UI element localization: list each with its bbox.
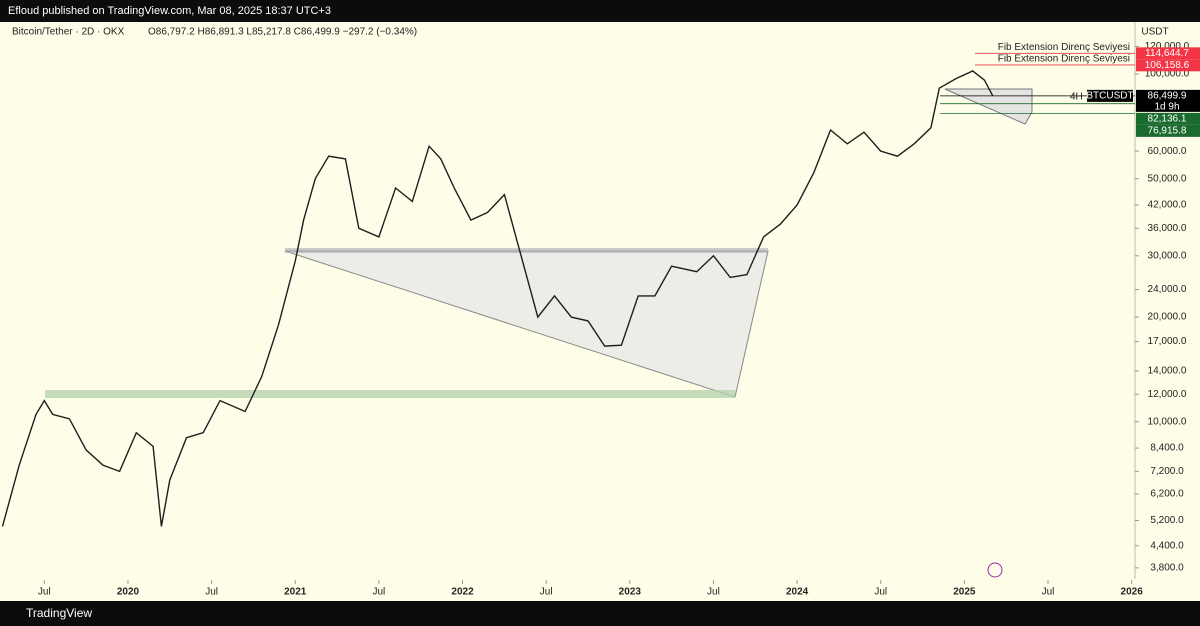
level-note: Fib Extension Direnç Seviyesi — [998, 42, 1130, 53]
ohlc: O86,797.2 H86,891.3 L85,217.8 C86,499.9 … — [148, 27, 417, 38]
x-tick-label: 2022 — [451, 587, 474, 598]
price-badge — [1136, 47, 1200, 60]
countdown-label: 1d 9h — [1154, 102, 1179, 113]
y-tick-label: 24,000.0 — [1148, 284, 1187, 295]
countdown-badge — [1136, 100, 1200, 112]
symbol-label: BTCUSDT — [1086, 91, 1133, 102]
y-tick-label: 14,000.0 — [1148, 366, 1187, 377]
y-tick-label: 4,400.0 — [1150, 540, 1184, 551]
y-tick-label: 3,800.0 — [1150, 563, 1184, 574]
x-tick-label: 2026 — [1121, 587, 1144, 598]
y-tick-label: 20,000.0 — [1148, 312, 1187, 323]
price-badge — [1136, 112, 1200, 125]
x-tick-label: 2020 — [117, 587, 140, 598]
level-note: Fib Extension Direnç Seviyesi — [998, 54, 1130, 65]
price-badge-label: 86,499.9 — [1148, 91, 1187, 102]
y-tick-label: 42,000.0 — [1148, 200, 1187, 211]
timeframe: 4H — [1070, 92, 1083, 103]
x-tick-label: 2025 — [953, 587, 976, 598]
y-tick-label: 100,000.0 — [1145, 69, 1190, 80]
price-badge-label: 106,158.6 — [1145, 60, 1190, 71]
y-tick-label: 30,000.0 — [1148, 250, 1187, 261]
y-tick-label: 50,000.0 — [1148, 173, 1187, 184]
y-tick-label: 36,000.0 — [1148, 223, 1187, 234]
y-tick-label: 8,400.0 — [1150, 443, 1184, 454]
y-tick-label: 120,000.0 — [1145, 41, 1190, 52]
header: Efloud published on TradingView.com, Mar… — [0, 0, 1200, 22]
y-tick-label: 60,000.0 — [1148, 146, 1187, 157]
footer: TradingView — [0, 601, 1200, 626]
currency: USDT — [1141, 27, 1168, 38]
x-tick-label: Jul — [540, 587, 553, 598]
x-tick-label: 2023 — [619, 587, 642, 598]
price-line — [1, 70, 994, 527]
triangle-zone — [944, 88, 1033, 125]
chart: Bitcoin/Tether · 2D · OKX O86,797.2 H86,… — [0, 22, 1200, 601]
x-tick-label: Jul — [1042, 587, 1055, 598]
y-tick-label: 7,200.0 — [1150, 466, 1184, 477]
x-tick-label: Jul — [707, 587, 720, 598]
x-tick-label: Jul — [874, 587, 887, 598]
price-badge — [1136, 89, 1200, 102]
y-tick-label: 10,000.0 — [1148, 416, 1187, 427]
y-tick-label: 6,200.0 — [1150, 489, 1184, 500]
y-tick-label: 17,000.0 — [1148, 336, 1187, 347]
price-badge-label: 114,644.7 — [1145, 48, 1189, 59]
price-badge-label: 76,915.8 — [1148, 126, 1187, 137]
support-zone — [45, 390, 735, 398]
x-tick-label: Jul — [38, 587, 51, 598]
y-tick-label: 5,200.0 — [1150, 515, 1184, 526]
icon[interactable] — [987, 562, 1003, 578]
x-tick-label: 2021 — [284, 587, 307, 598]
x-tick-label: 2024 — [786, 587, 809, 598]
y-tick-label: 12,000.0 — [1148, 389, 1187, 400]
symbol: Bitcoin/Tether · 2D · OKX — [12, 27, 125, 38]
price-badge-label: 82,136.1 — [1148, 114, 1187, 125]
resistance-zone — [285, 248, 768, 253]
price-badge — [1136, 124, 1200, 137]
x-tick-label: Jul — [205, 587, 218, 598]
price-badge — [1136, 59, 1200, 72]
symbol-badge — [1087, 89, 1133, 102]
x-tick-label: Jul — [372, 587, 385, 598]
